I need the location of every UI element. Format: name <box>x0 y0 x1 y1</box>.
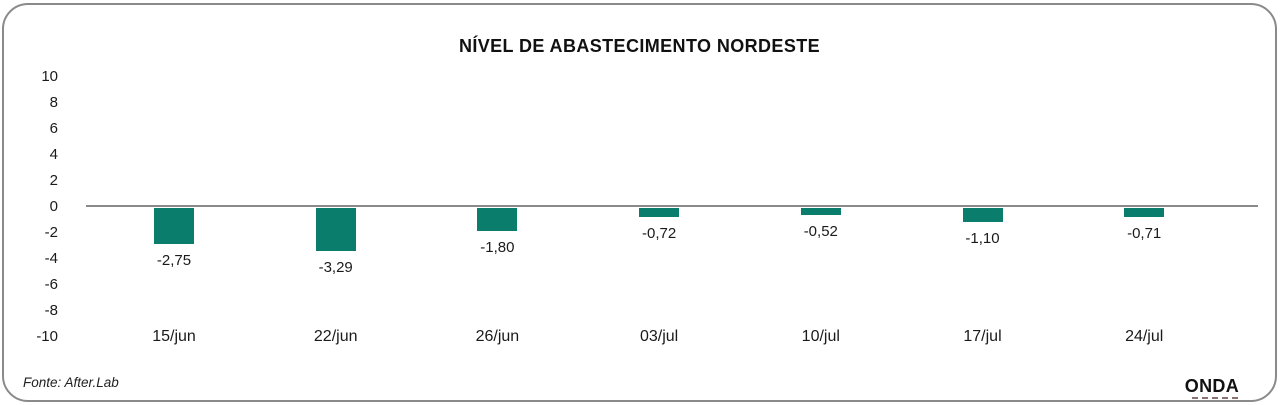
x-axis-label: 22/jun <box>313 328 358 345</box>
y-axis-tick: 10 <box>41 68 58 85</box>
x-axis-label: 15/jun <box>152 328 196 345</box>
y-axis-tick: -6 <box>44 276 58 293</box>
bar <box>315 208 356 251</box>
bar-value-label: -1,10 <box>965 230 1000 247</box>
y-axis-tick: -4 <box>44 250 58 267</box>
bar <box>477 208 518 231</box>
y-axis-tick: 2 <box>49 172 58 189</box>
bar-value-label: -0,72 <box>641 225 677 242</box>
y-axis-tick: -10 <box>36 328 58 345</box>
bar <box>639 208 680 217</box>
x-axis-label: 03/jul <box>639 328 679 345</box>
bar-value-label: -2,75 <box>156 252 192 269</box>
bar-value-label: -3,29 <box>318 259 353 276</box>
chart-title: NÍVEL DE ABASTECIMENTO NORDESTE <box>458 36 821 56</box>
x-axis-label: 17/jul <box>963 328 1002 345</box>
onda-logo-underline <box>1192 397 1238 399</box>
bar <box>154 208 194 244</box>
bar <box>800 208 841 215</box>
y-axis-tick: 8 <box>49 94 58 111</box>
bar <box>1124 208 1165 217</box>
bar-value-label: -0,52 <box>803 223 838 240</box>
y-axis-tick: 6 <box>49 120 58 137</box>
y-axis-tick: 4 <box>49 146 58 163</box>
y-axis-tick: -2 <box>44 224 58 241</box>
bar-value-label: -0,71 <box>1127 225 1162 242</box>
bar <box>962 208 1003 222</box>
source-caption: Fonte: After.Lab <box>23 375 119 390</box>
zero-baseline <box>86 205 1258 207</box>
x-axis-label: 24/jul <box>1125 328 1164 345</box>
chart-card: NÍVEL DE ABASTECIMENTO NORDESTE 10 8 6 4 2 0 -… <box>2 3 1277 402</box>
x-axis-label: 26/jun <box>475 328 520 345</box>
y-axis-tick: -8 <box>44 302 58 319</box>
x-axis-label: 10/jul <box>801 328 840 345</box>
bar-value-label: -1,80 <box>480 239 515 256</box>
onda-logo: ONDA <box>1184 376 1239 396</box>
y-axis-tick: 0 <box>49 198 58 215</box>
